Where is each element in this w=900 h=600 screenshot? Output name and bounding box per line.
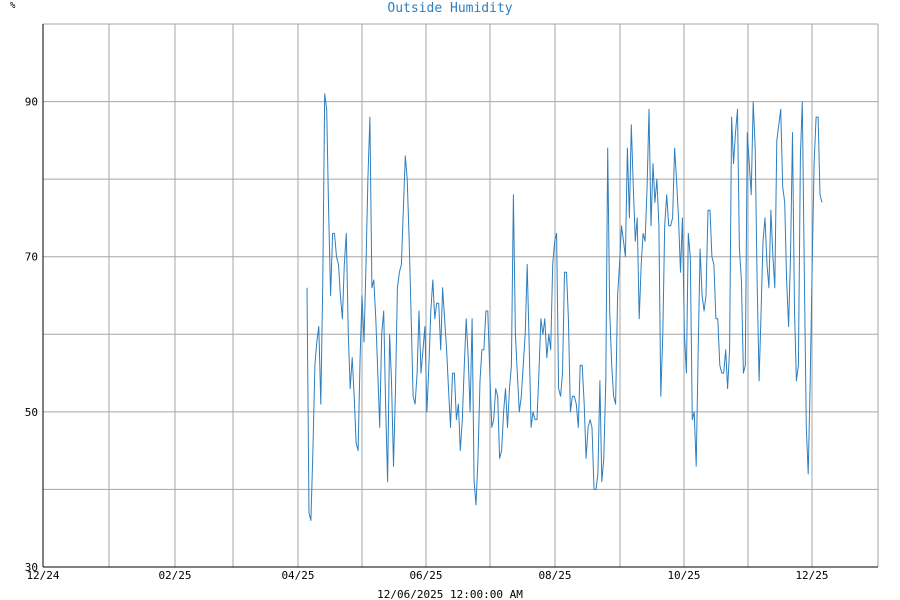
x-axis-caption: 12/06/2025 12:00:00 AM bbox=[377, 588, 523, 600]
y-tick-label: 70 bbox=[25, 251, 38, 264]
y-tick-labels: 30 50 70 90 bbox=[25, 96, 38, 574]
x-tick-label: 12/24 bbox=[26, 569, 59, 582]
x-tick-label: 06/25 bbox=[409, 569, 442, 582]
chart-axes bbox=[42, 24, 878, 568]
chart-title: Outside Humidity bbox=[387, 1, 512, 16]
series-group bbox=[306, 93, 823, 521]
y-axis-unit-label: % bbox=[10, 1, 16, 11]
x-tick-label: 08/25 bbox=[538, 569, 571, 582]
x-tick-label: 02/25 bbox=[158, 569, 191, 582]
x-tick-label: 10/25 bbox=[667, 569, 700, 582]
y-tick-label: 50 bbox=[25, 406, 38, 419]
humidity-series-line bbox=[306, 93, 823, 521]
y-tick-label: 90 bbox=[25, 96, 38, 109]
x-tick-label: 04/25 bbox=[281, 569, 314, 582]
x-tick-labels: 12/24 02/25 04/25 06/25 08/25 10/25 12/25 bbox=[26, 569, 828, 582]
x-tick-label: 12/25 bbox=[795, 569, 828, 582]
y-tick-label: 30 bbox=[25, 561, 38, 574]
